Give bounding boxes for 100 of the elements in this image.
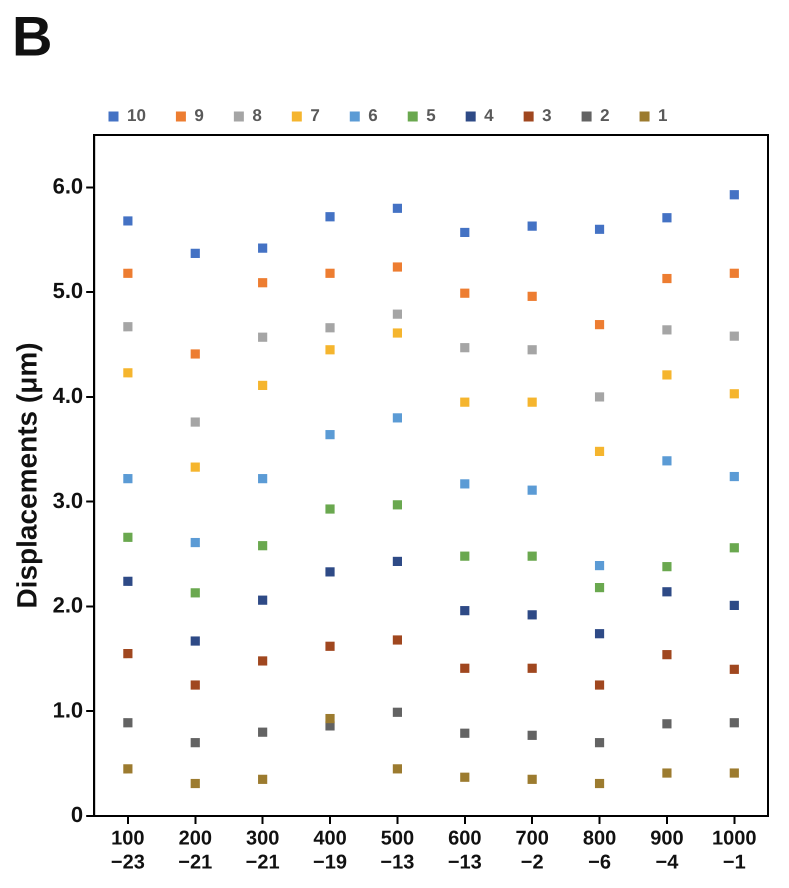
point: [392, 310, 402, 319]
point: [190, 588, 200, 598]
y-tick-label: 4.0: [52, 382, 84, 408]
y-tick-label: 0: [70, 802, 84, 828]
point: [325, 323, 335, 332]
point: [190, 349, 200, 359]
point: [460, 728, 470, 738]
point: [460, 664, 470, 673]
point: [528, 730, 537, 740]
point: [662, 370, 672, 380]
point: [662, 768, 672, 778]
point: [190, 738, 200, 748]
point: [730, 190, 739, 200]
point: [528, 222, 537, 231]
point: [662, 213, 672, 222]
x-tick-label: 800 −6: [582, 828, 616, 874]
point: [730, 543, 739, 552]
point: [662, 562, 672, 572]
y-tick-label: 2.0: [52, 592, 84, 618]
point: [258, 596, 268, 605]
legend-label: 1: [658, 106, 668, 126]
point: [594, 738, 604, 748]
point: [325, 567, 335, 576]
point: [258, 332, 268, 342]
point: [123, 532, 132, 542]
point: [325, 714, 335, 724]
legend-label: 2: [600, 106, 610, 126]
point: [325, 268, 335, 278]
point: [662, 650, 672, 660]
y-tick-label: 3.0: [52, 488, 84, 513]
point: [258, 380, 268, 390]
point: [594, 320, 604, 330]
point: [594, 680, 604, 690]
point: [258, 244, 268, 253]
x-tick-label: 700 −2: [515, 828, 549, 874]
legend-label: 6: [368, 106, 378, 126]
point: [730, 472, 739, 482]
point: [392, 328, 402, 338]
point: [123, 268, 132, 278]
point: [460, 398, 470, 407]
y-tick-label: 6.0: [52, 173, 84, 198]
point: [258, 278, 268, 288]
point: [190, 680, 200, 690]
point: [123, 368, 132, 378]
x-tick-label: 200 −21: [178, 828, 212, 874]
x-tick-label: 100 −23: [110, 828, 145, 874]
point: [460, 479, 470, 488]
point: [392, 413, 402, 422]
point: [325, 504, 335, 514]
y-tick-label: 1.0: [52, 697, 84, 722]
point: [325, 430, 335, 440]
point: [594, 446, 604, 456]
legend-label: 10: [127, 106, 146, 126]
point: [594, 561, 604, 570]
point: [392, 262, 402, 272]
point: [528, 486, 537, 495]
legend-label: 4: [484, 106, 494, 126]
point: [123, 764, 132, 774]
point: [594, 224, 604, 234]
point: [258, 774, 268, 784]
point: [528, 292, 537, 301]
point: [123, 322, 132, 332]
point: [730, 389, 739, 398]
point: [325, 345, 335, 354]
point: [190, 636, 200, 646]
point: [528, 552, 537, 561]
text: B: [12, 4, 52, 68]
point: [123, 649, 132, 658]
point: [730, 718, 739, 728]
point: [662, 274, 672, 284]
point: [460, 772, 470, 782]
point: [730, 664, 739, 674]
point: [594, 778, 604, 788]
y-tick-label: 5.0: [52, 278, 84, 304]
x-tick-label: 900 −4: [650, 828, 684, 874]
point: [392, 708, 402, 717]
point: [594, 392, 604, 402]
point: [190, 538, 200, 548]
x-tick-label: 600 −13: [448, 828, 482, 874]
point: [460, 228, 470, 238]
point: [258, 656, 268, 666]
point: [123, 576, 132, 586]
point: [190, 417, 200, 427]
point: [460, 343, 470, 352]
point: [460, 606, 470, 616]
point: [392, 635, 402, 645]
x-tick-label: 500 −13: [380, 828, 414, 874]
point: [190, 778, 200, 788]
point: [258, 474, 268, 484]
point: [258, 728, 268, 737]
legend-label: 8: [252, 106, 262, 126]
legend-label: 7: [310, 106, 320, 126]
legend-label: 3: [542, 106, 552, 126]
point: [662, 325, 672, 334]
point: [730, 600, 739, 610]
point: [258, 541, 268, 550]
point: [594, 629, 604, 638]
point: [662, 456, 672, 466]
point: [190, 248, 200, 258]
point: [528, 610, 537, 620]
